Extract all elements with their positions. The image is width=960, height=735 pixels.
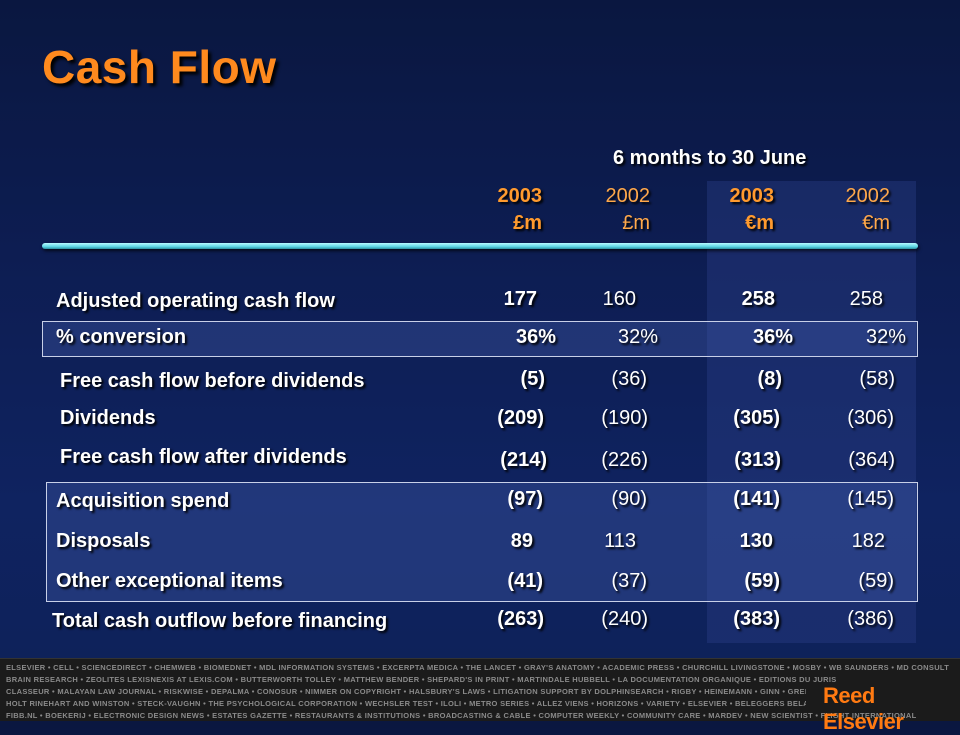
cell-value: 258 <box>849 288 883 310</box>
cell-value: (59) <box>744 570 780 592</box>
cell-value: (5) <box>520 368 545 390</box>
cell-value: (313) <box>734 449 781 471</box>
cell-value: 177 <box>503 288 537 310</box>
slide-title: Cash Flow <box>42 41 277 93</box>
cell-value: 32% <box>617 326 658 348</box>
col-2002-eur-year: 2002 <box>845 185 891 207</box>
cell-value: (90) <box>611 488 647 510</box>
footer-brand-list: CLASSEUR • MALAYAN LAW JOURNAL • RISKWIS… <box>6 687 806 696</box>
row-label-fcf-after-dividends: Free cash flow after dividends <box>60 446 347 468</box>
col-2002-gbp-unit: £m <box>622 212 650 234</box>
cell-value: 113 <box>604 530 636 552</box>
cell-value: 32% <box>865 326 906 348</box>
cell-value: (59) <box>858 570 894 592</box>
cell-value: (141) <box>733 488 780 510</box>
euro-columns-panel <box>707 181 916 643</box>
row-label-dividends: Dividends <box>60 407 156 429</box>
cell-value: (214) <box>500 449 547 471</box>
footer-brand-list: HOLT RINEHART AND WINSTON • STECK-VAUGHN… <box>6 699 806 708</box>
cell-value: 160 <box>602 288 636 310</box>
footer-brand-strip: ELSEVIER • CELL • SCIENCEDIRECT • CHEMWE… <box>0 658 960 721</box>
cell-value: 36% <box>515 326 556 348</box>
cell-value: (263) <box>497 608 544 630</box>
cell-value: 36% <box>752 326 793 348</box>
reed-elsevier-logo: Reed Elsevier <box>823 683 904 734</box>
cell-value: (58) <box>859 368 895 390</box>
header-divider <box>42 243 918 249</box>
cell-value: (145) <box>847 488 894 510</box>
cell-value: (226) <box>601 449 648 471</box>
period-heading: 6 months to 30 June <box>613 147 807 169</box>
col-2003-gbp-unit: £m <box>513 212 542 234</box>
cell-value: (305) <box>733 407 780 429</box>
col-2002-gbp-year: 2002 <box>605 185 651 207</box>
cell-value: 89 <box>510 530 533 552</box>
footer-brand-list: FIBB.NL • BOEKERIJ • ELECTRONIC DESIGN N… <box>6 711 917 720</box>
cell-value: (97) <box>507 488 543 510</box>
cell-value: (306) <box>847 407 894 429</box>
row-label-fcf-before-dividends: Free cash flow before dividends <box>60 370 365 392</box>
cell-value: (386) <box>847 608 894 630</box>
conversion-highlight-box <box>42 321 918 357</box>
exceptional-items-box <box>46 482 918 602</box>
col-2003-gbp-year: 2003 <box>497 185 543 207</box>
cell-value: (364) <box>848 449 895 471</box>
col-2003-eur-year: 2003 <box>729 185 775 207</box>
cell-value: (37) <box>611 570 647 592</box>
footer-brand-list: ELSEVIER • CELL • SCIENCEDIRECT • CHEMWE… <box>6 663 950 672</box>
cell-value: (36) <box>611 368 647 390</box>
row-label-total-cash-outflow: Total cash outflow before financing <box>52 610 388 632</box>
cell-value: (190) <box>601 407 648 429</box>
row-label-acquisition-spend: Acquisition spend <box>56 490 230 512</box>
col-2002-eur-unit: €m <box>862 212 890 234</box>
cell-value: (240) <box>601 608 648 630</box>
col-2003-eur-unit: €m <box>745 212 774 234</box>
cell-value: 130 <box>739 530 773 552</box>
cell-value: 182 <box>851 530 885 552</box>
cell-value: (383) <box>733 608 780 630</box>
row-label-other-exceptional-items: Other exceptional items <box>56 570 283 592</box>
row-label-adjusted-operating-cash-flow: Adjusted operating cash flow <box>56 290 335 312</box>
cell-value: (8) <box>757 368 782 390</box>
row-label-disposals: Disposals <box>56 530 151 552</box>
cell-value: (209) <box>497 407 544 429</box>
footer-brand-list: BRAIN RESEARCH • ZEOLITES LEXISNEXIS AT … <box>6 675 837 684</box>
cell-value: (41) <box>507 570 543 592</box>
cell-value: 258 <box>741 288 775 310</box>
row-label-conversion: % conversion <box>56 326 187 348</box>
